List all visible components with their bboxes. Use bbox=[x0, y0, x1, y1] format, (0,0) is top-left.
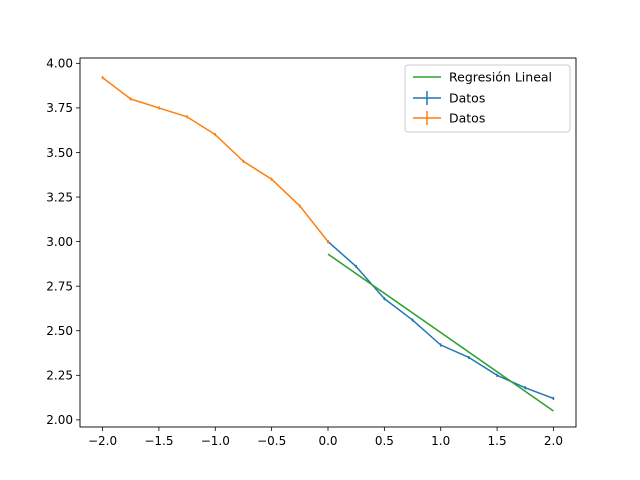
x-tick-label: 1.0 bbox=[431, 434, 450, 448]
y-tick-label: 4.00 bbox=[46, 57, 73, 71]
x-tick-label: −0.5 bbox=[257, 434, 286, 448]
plot-area bbox=[101, 76, 555, 412]
x-tick-label: 0.5 bbox=[375, 434, 394, 448]
x-tick-label: 1.5 bbox=[488, 434, 507, 448]
legend: Regresión Lineal Datos Datos bbox=[404, 64, 571, 133]
y-tick-label: 2.50 bbox=[46, 324, 73, 338]
y-axis: 2.00 2.25 2.50 2.75 3.00 3.25 3.50 3.75 4.00 bbox=[46, 57, 80, 427]
legend-label: Datos bbox=[449, 111, 485, 126]
series-2 bbox=[101, 76, 329, 244]
y-tick-label: 2.25 bbox=[46, 369, 73, 383]
legend-item: Regresión Lineal bbox=[413, 70, 552, 85]
legend-item: Datos bbox=[413, 111, 485, 126]
axes-frame bbox=[79, 57, 577, 428]
y-tick-label: 3.50 bbox=[46, 146, 73, 160]
series-0 bbox=[327, 253, 554, 412]
series-line bbox=[327, 253, 554, 412]
y-tick-label: 3.00 bbox=[46, 235, 73, 249]
x-axis: −2.0 −1.5 −1.0 −0.5 0.0 0.5 1.0 1.5 2.0 bbox=[88, 427, 563, 448]
y-tick-label: 3.25 bbox=[46, 190, 73, 204]
x-tick-label: −1.5 bbox=[144, 434, 173, 448]
legend-label: Regresión Lineal bbox=[449, 70, 552, 85]
y-tick-label: 2.75 bbox=[46, 279, 73, 293]
x-tick-label: −2.0 bbox=[88, 434, 117, 448]
legend-item: Datos bbox=[413, 91, 485, 106]
series-1 bbox=[327, 240, 555, 401]
y-tick-label: 3.75 bbox=[46, 101, 73, 115]
legend-box bbox=[404, 64, 571, 133]
x-tick-label: −1.0 bbox=[201, 434, 230, 448]
legend-label: Datos bbox=[449, 91, 485, 106]
x-tick-label: 0.0 bbox=[318, 434, 337, 448]
x-tick-label: 2.0 bbox=[544, 434, 563, 448]
y-tick-label: 2.00 bbox=[46, 413, 73, 427]
